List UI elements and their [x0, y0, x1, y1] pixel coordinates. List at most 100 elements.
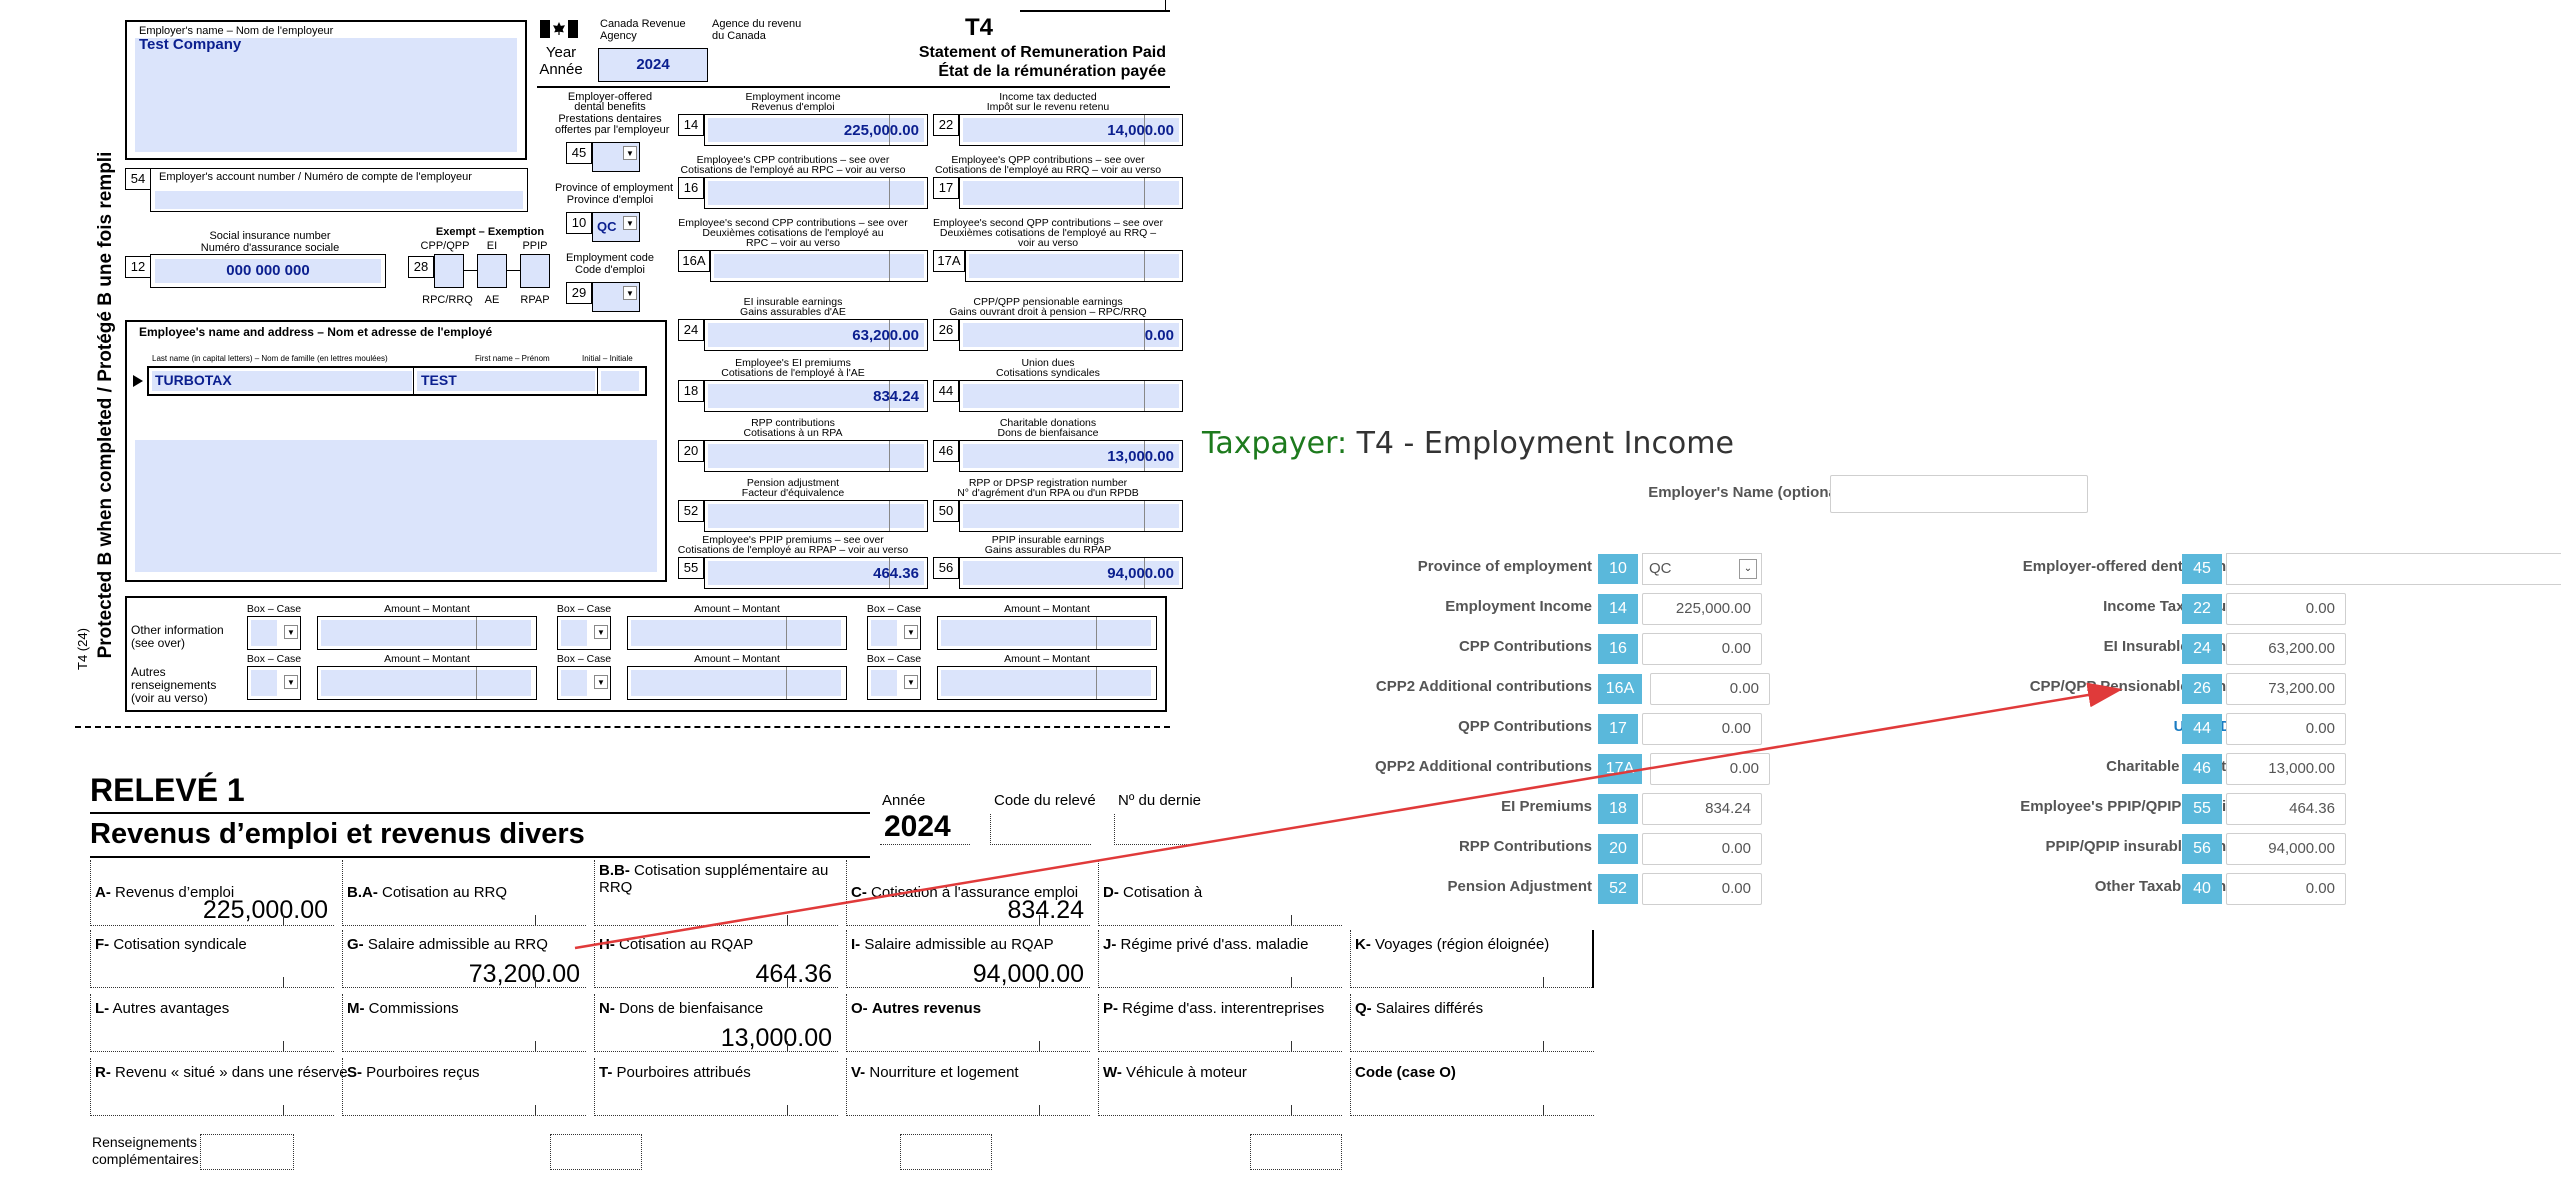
other-box-dropdown-0-2[interactable]: ▼: [867, 616, 921, 650]
box-badge-55: 55: [2182, 794, 2222, 824]
first-name-value[interactable]: TEST: [421, 372, 457, 388]
releve-cell-p[interactable]: P- Régime d'ass. interentreprises: [1098, 994, 1342, 1052]
releve-cell-w[interactable]: W- Véhicule à moteur: [1098, 1058, 1342, 1116]
field-input-14[interactable]: 225,000.00: [1642, 593, 1762, 625]
other-amount-field-1-1[interactable]: [627, 666, 847, 700]
sin-value[interactable]: 000 000 000: [226, 262, 310, 279]
field-input-40[interactable]: 0.00: [2226, 873, 2346, 905]
box56-field[interactable]: 94,000.00: [959, 557, 1183, 589]
last-name-value[interactable]: TURBOTAX: [155, 372, 232, 388]
other-box-dropdown-1-2[interactable]: ▼: [867, 666, 921, 700]
releve-cell-q[interactable]: Q- Salaires différés: [1350, 994, 1594, 1052]
releve-cell-t[interactable]: T- Pourboires attribués: [594, 1058, 838, 1116]
other-box-dropdown-1-1[interactable]: ▼: [557, 666, 611, 700]
releve-1-form: RELEVÉ 1 Revenus d’emploi et revenus div…: [0, 760, 1600, 1186]
field-select-10[interactable]: QC ⌄: [1642, 553, 1762, 585]
releve-cell-o[interactable]: O- Autres revenus: [846, 994, 1090, 1052]
box52-field[interactable]: [704, 500, 928, 532]
exempt-ei-check[interactable]: [477, 254, 507, 288]
box10-dropdown[interactable]: QC ▼: [592, 212, 640, 242]
releve-cell-a[interactable]: A- Revenus d’emploi 225,000.00: [90, 860, 334, 926]
box16-field[interactable]: [704, 177, 928, 209]
box16A-field[interactable]: [710, 250, 928, 282]
dropdown-arrow-icon: ▼: [904, 675, 918, 689]
box44-field[interactable]: [959, 380, 1183, 412]
address-field[interactable]: [135, 440, 657, 572]
releve-cell-j[interactable]: J- Régime privé d'ass. maladie: [1098, 930, 1342, 988]
field-input-56[interactable]: 94,000.00: [2226, 833, 2346, 865]
field-input-16[interactable]: 0.00: [1642, 633, 1762, 665]
field-select-45[interactable]: ⌄: [2226, 553, 2561, 585]
field-label-17A: QPP2 Additional contributions: [1375, 758, 1592, 775]
other-box-dropdown-0-0[interactable]: ▼: [247, 616, 301, 650]
releve-cell-c[interactable]: C- Cotisation à l'assurance emploi 834.24: [846, 860, 1090, 926]
field-input-44[interactable]: 0.00: [2226, 713, 2346, 745]
releve-cell-r[interactable]: R- Revenu « situé » dans une réserve: [90, 1058, 348, 1116]
box-case-label: Box – Case: [556, 653, 612, 665]
field-input-20[interactable]: 0.00: [1642, 833, 1762, 865]
box-18-number: 18: [678, 380, 704, 402]
field-input-24[interactable]: 63,200.00: [2226, 633, 2346, 665]
releve-cell-v[interactable]: V- Nourriture et logement: [846, 1058, 1090, 1116]
box20-label-2: Cotisations à un RPA: [743, 427, 843, 439]
box24-field[interactable]: 63,200.00: [704, 319, 928, 351]
releve-cell-codeo[interactable]: Code (case O): [1350, 1058, 1594, 1116]
releve-cell-g[interactable]: G- Salaire admissible au RRQ 73,200.00: [342, 930, 586, 988]
field-input-26[interactable]: 73,200.00: [2226, 673, 2346, 705]
releve-cell-d[interactable]: D- Cotisation à: [1098, 860, 1342, 926]
box50-field[interactable]: [959, 500, 1183, 532]
other-amount-field-1-2[interactable]: [937, 666, 1157, 700]
other-amount-field-0-2[interactable]: [937, 616, 1157, 650]
box22-field[interactable]: 14,000.00: [959, 114, 1183, 146]
box17A-field[interactable]: [965, 250, 1183, 282]
box29-dropdown[interactable]: ▼: [592, 282, 640, 312]
other-amount-field-1-0[interactable]: [317, 666, 537, 700]
employer-name-value[interactable]: Test Company: [139, 36, 242, 53]
box45-dropdown[interactable]: ▼: [592, 142, 640, 172]
box18-field[interactable]: 834.24: [704, 380, 928, 412]
other-box-dropdown-0-1[interactable]: ▼: [557, 616, 611, 650]
field-input-17[interactable]: 0.00: [1642, 713, 1762, 745]
releve-cell-k[interactable]: K- Voyages (région éloignée): [1350, 930, 1594, 988]
releve-cell-n[interactable]: N- Dons de bienfaisance 13,000.00: [594, 994, 838, 1052]
box52-label-1: Pension adjustment: [746, 477, 840, 489]
field-input-16A[interactable]: 0.00: [1650, 673, 1770, 705]
releve-cell-l[interactable]: L- Autres avantages: [90, 994, 334, 1052]
releve-cell-code: N-: [599, 1000, 615, 1017]
amount-label: Amount – Montant: [694, 603, 780, 615]
box-badge-26: 26: [2182, 674, 2222, 704]
releve-cell-m[interactable]: M- Commissions: [342, 994, 586, 1052]
box14-field[interactable]: 225,000.00: [704, 114, 928, 146]
field-input-55[interactable]: 464.36: [2226, 793, 2346, 825]
releve-year[interactable]: 2024: [884, 810, 951, 843]
field-input-46[interactable]: 13,000.00: [2226, 753, 2346, 785]
box26-field[interactable]: 0.00: [959, 319, 1183, 351]
releve-cell-i[interactable]: I- Salaire admissible au RQAP 94,000.00: [846, 930, 1090, 988]
other-box-dropdown-1-0[interactable]: ▼: [247, 666, 301, 700]
field-input-22[interactable]: 0.00: [2226, 593, 2346, 625]
other-amount-field-0-1[interactable]: [627, 616, 847, 650]
field-input-52[interactable]: 0.00: [1642, 873, 1762, 905]
box46-field[interactable]: 13,000.00: [959, 440, 1183, 472]
box17-label-1: Employee's QPP contributions – see over: [951, 154, 1145, 166]
releve-cell-ba[interactable]: B.A- Cotisation au RRQ: [342, 860, 586, 926]
exempt-ppip-check[interactable]: [520, 254, 550, 288]
box-45-number: 45: [566, 142, 592, 164]
box20-field[interactable]: [704, 440, 928, 472]
lastname-label: Last name (in capital letters) – Nom de …: [152, 354, 388, 363]
other-amount-field-0-0[interactable]: [317, 616, 537, 650]
tear-line: [75, 726, 1170, 728]
box17-field[interactable]: [959, 177, 1183, 209]
releve-cell-f[interactable]: F- Cotisation syndicale: [90, 930, 334, 988]
exempt-cpp-check[interactable]: [434, 254, 464, 288]
form-code: T4: [965, 14, 994, 41]
box-17A-number: 17A: [933, 250, 965, 272]
releve-cell-label: D- Cotisation à: [1103, 884, 1202, 901]
releve-cell-s[interactable]: S- Pourboires reçus: [342, 1058, 586, 1116]
year-value[interactable]: 2024: [636, 56, 670, 73]
field-input-18[interactable]: 834.24: [1642, 793, 1762, 825]
releve-cell-label: B.A- Cotisation au RRQ: [347, 884, 507, 901]
releve-cell-h[interactable]: H- Cotisation au RQAP 464.36: [594, 930, 838, 988]
employer-name-input[interactable]: [1830, 475, 2088, 513]
box55-field[interactable]: 464.36: [704, 557, 928, 589]
